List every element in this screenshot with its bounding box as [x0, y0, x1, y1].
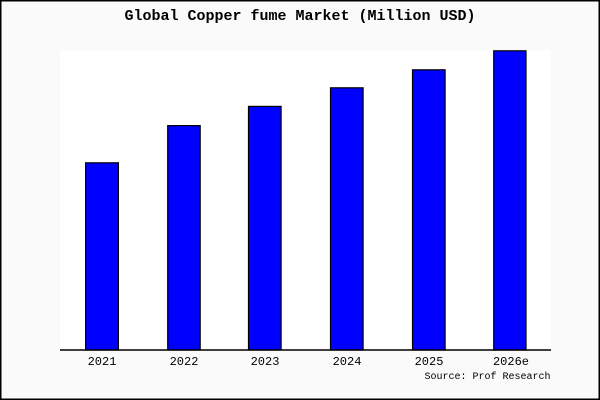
svg-text:2022: 2022: [170, 355, 199, 369]
svg-text:2026e: 2026e: [493, 355, 529, 369]
svg-text:Source: Prof Research: Source: Prof Research: [424, 371, 550, 383]
svg-text:2021: 2021: [88, 355, 117, 369]
svg-text:2025: 2025: [415, 355, 444, 369]
svg-text:2023: 2023: [251, 355, 280, 369]
svg-text:Global Copper fume Market (Mil: Global Copper fume Market (Million USD): [124, 8, 475, 25]
svg-text:2024: 2024: [333, 355, 362, 369]
